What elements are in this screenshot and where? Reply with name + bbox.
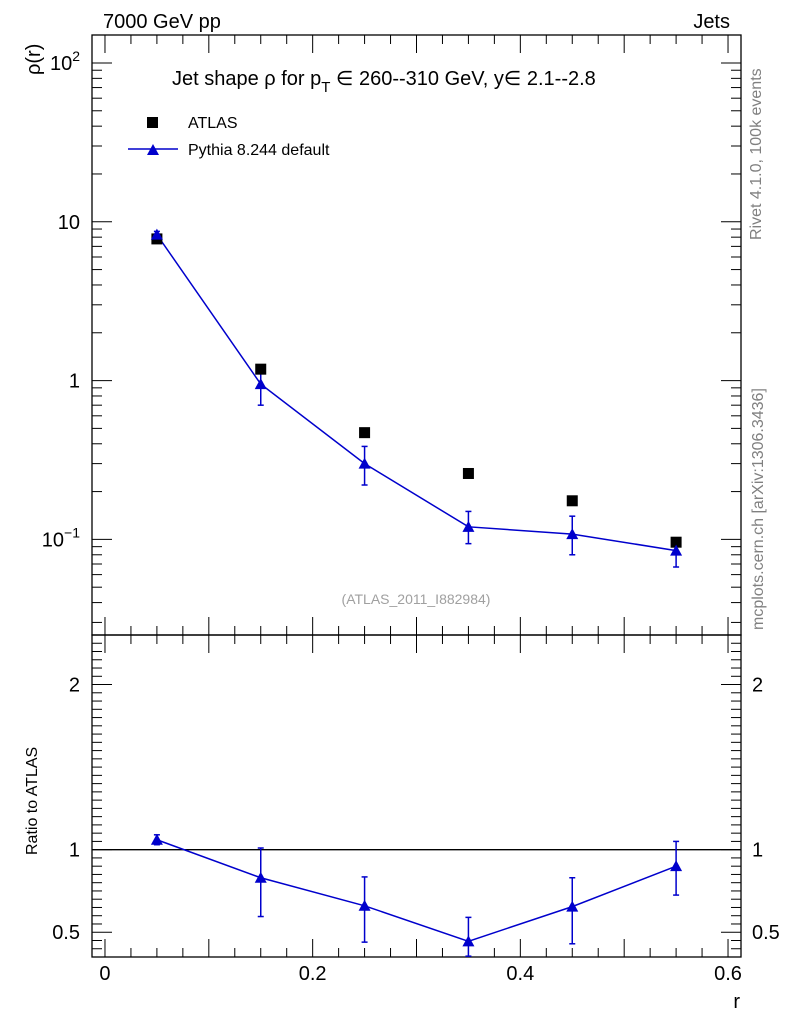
atlas-data-point (566, 495, 578, 507)
ratio-y-axis-label: Ratio to ATLAS (24, 747, 41, 855)
ratio-y-tick-label-right: 1 (752, 840, 763, 862)
title-rho: ρ (264, 68, 275, 90)
analysis-watermark: (ATLAS_2011_I882984) (342, 591, 491, 607)
ratio-data-point (358, 899, 371, 911)
ratio-y-tick-label: 1 (69, 840, 80, 862)
atlas-data-point (462, 467, 474, 479)
ratio-data-point (462, 935, 475, 947)
main-data-layer (150, 228, 683, 568)
main-axis-ticks: 102 10 1 10−1 (42, 35, 741, 635)
atlas-data-point (670, 536, 682, 548)
ratio-axis-ticks: 0 0.2 0.4 0.6 0.5 0.5 1 1 2 2 (52, 635, 780, 985)
pythia-data-point (462, 520, 475, 532)
source-url-label: mcplots.cern.ch [arXiv:1306.3436] (750, 388, 767, 630)
x-tick-label: 0.6 (714, 963, 742, 985)
title-subscript: T (321, 79, 330, 96)
main-y-tick-label: 102 (50, 48, 80, 75)
pythia-data-point (566, 528, 579, 540)
title-suffix: ∈ 260--310 GeV, y∈ 2.1--2.8 (330, 68, 595, 90)
legend-pythia-marker (147, 144, 159, 155)
header-energy-label: 7000 GeV pp (103, 11, 221, 33)
ratio-data-point (254, 871, 267, 883)
ratio-plot-frame (91, 634, 742, 958)
main-y-tick-label: 10 (58, 212, 80, 234)
main-y-tick-label: 10−1 (42, 524, 80, 551)
ratio-data-layer (92, 833, 741, 957)
legend-atlas-marker (147, 117, 158, 128)
pythia-data-point (150, 228, 163, 240)
plot-title: Jet shape ρ for pT ∈ 260--310 GeV, y∈ 2.… (172, 68, 596, 96)
x-axis-label: r (733, 991, 740, 1013)
main-y-tick-label: 1 (69, 371, 80, 393)
header-process-label: Jets (693, 11, 730, 33)
x-tick-label: 0.4 (506, 963, 534, 985)
ratio-data-point (150, 833, 163, 845)
title-prefix: Jet shape (172, 68, 264, 90)
ratio-data-point (566, 900, 579, 912)
x-tick-label: 0 (99, 963, 110, 985)
title-mid: for p (276, 68, 322, 90)
pythia-data-point (670, 544, 683, 556)
main-y-axis-label: ρ(r) (23, 44, 45, 75)
ratio-y-tick-label-right: 2 (752, 675, 763, 697)
ratio-y-tick-label: 2 (69, 675, 80, 697)
ratio-y-tick-label-right: 0.5 (752, 922, 780, 944)
ratio-y-tick-label: 0.5 (52, 922, 80, 944)
atlas-data-point (255, 363, 267, 375)
legend-pythia-label: Pythia 8.244 default (188, 142, 330, 159)
rivet-version-label: Rivet 4.1.0, 100k events (748, 68, 765, 240)
legend-atlas-label: ATLAS (188, 115, 238, 132)
pythia-data-point (358, 457, 371, 469)
pythia-data-point (254, 378, 267, 390)
ratio-series-line (156, 839, 677, 943)
pythia-series-line (156, 234, 677, 552)
atlas-data-point (359, 427, 371, 439)
ratio-data-point (670, 860, 683, 872)
x-tick-label: 0.2 (299, 963, 327, 985)
